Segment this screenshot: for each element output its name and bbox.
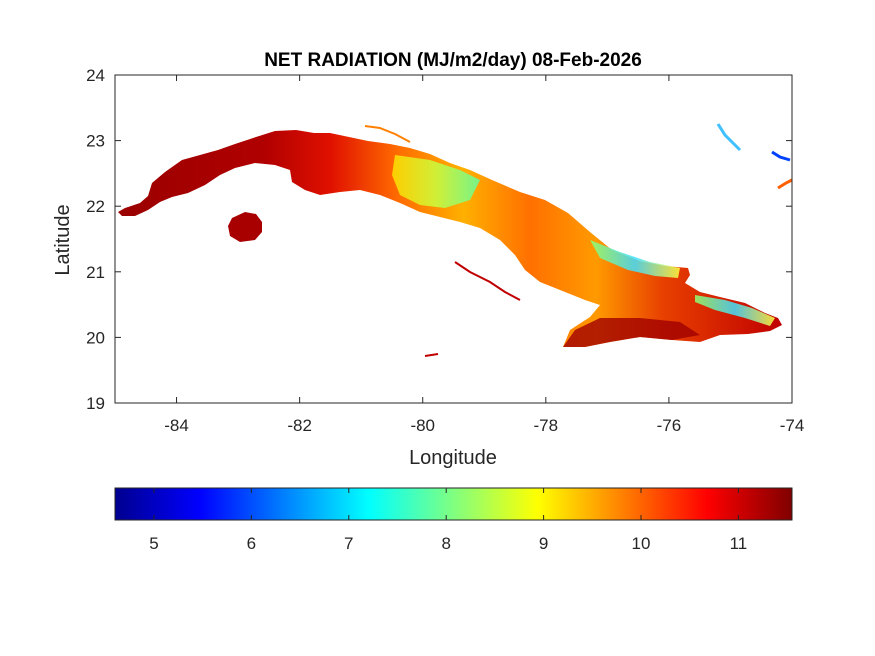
x-tick-label: -80 <box>410 416 435 435</box>
south-coast-dark <box>563 318 700 347</box>
y-axis-label: Latitude <box>52 204 74 275</box>
colorbar-tick-label: 8 <box>441 534 450 553</box>
x-tick-label: -84 <box>164 416 189 435</box>
north-coast-band <box>392 155 480 208</box>
east-north-band <box>590 240 680 278</box>
x-tick-label: -74 <box>780 416 805 435</box>
colorbar-ticks: 5 6 7 8 9 10 11 <box>149 488 747 553</box>
x-tick-label: -78 <box>534 416 559 435</box>
guantanamo-band <box>695 295 775 326</box>
colorbar <box>114 487 793 521</box>
isla-de-la-juventud <box>228 212 262 242</box>
y-tick-label: 20 <box>86 328 105 347</box>
x-axis-ticks: -84 -82 -80 -78 -76 -74 <box>164 75 804 435</box>
colorbar-tick-label: 7 <box>344 534 353 553</box>
y-axis-ticks: 19 20 21 22 23 24 <box>86 66 792 413</box>
chart-title: NET RADIATION (MJ/m2/day) 08-Feb-2026 <box>264 50 642 71</box>
bahamas-island-1 <box>716 123 742 152</box>
colorbar-tick-label: 11 <box>730 534 748 553</box>
y-tick-label: 19 <box>86 394 105 413</box>
x-tick-label: -76 <box>657 416 682 435</box>
colorbar-tick-label: 9 <box>539 534 548 553</box>
colorbar-tick-label: 10 <box>632 534 651 553</box>
y-tick-label: 22 <box>86 197 105 216</box>
small-key <box>424 353 439 357</box>
map-data-layer <box>118 123 793 357</box>
y-tick-label: 21 <box>86 263 105 282</box>
x-axis-label: Longitude <box>409 447 497 469</box>
x-tick-label: -82 <box>287 416 312 435</box>
bahamas-island-3 <box>777 178 793 190</box>
south-keys <box>454 261 521 301</box>
colorbar-tick-label: 6 <box>247 534 256 553</box>
bahamas-island-2 <box>771 150 791 162</box>
y-tick-label: 24 <box>86 66 105 85</box>
cuba-main-island <box>118 130 782 347</box>
y-tick-label: 23 <box>86 132 105 151</box>
colorbar-tick-label: 5 <box>149 534 158 553</box>
plot-frame <box>114 74 793 404</box>
north-keys <box>364 125 411 143</box>
